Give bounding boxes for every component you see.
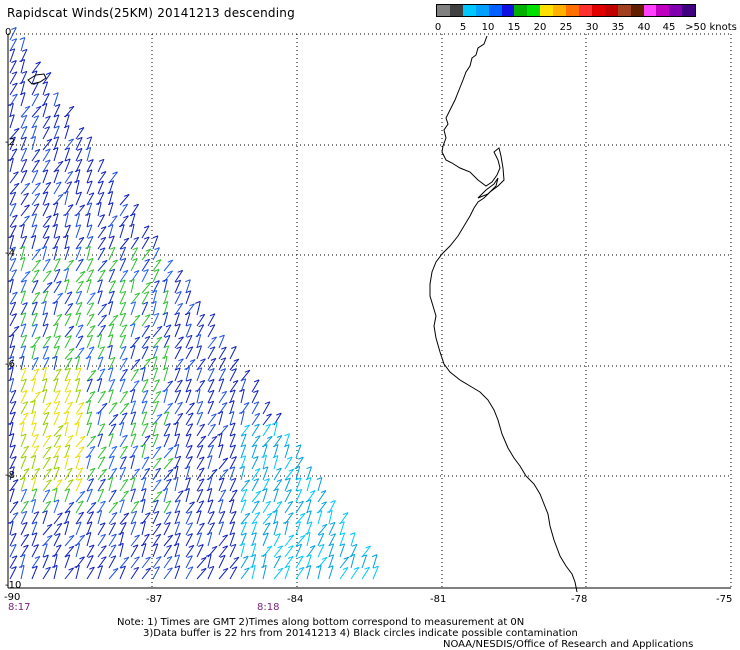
- wind-barb: [186, 511, 192, 524]
- wind-barb: [230, 369, 237, 381]
- wind-barb: [76, 478, 82, 491]
- lon-label: -81: [430, 594, 446, 605]
- wind-barb: [153, 248, 160, 260]
- wind-barb: [153, 380, 160, 392]
- wind-barb: [32, 280, 38, 293]
- wind-barb: [197, 445, 203, 458]
- wind-barb: [142, 270, 148, 283]
- wind-barb: [186, 445, 192, 458]
- wind-barb: [252, 391, 258, 404]
- coastline: [430, 36, 577, 592]
- wind-barb: [54, 269, 60, 282]
- wind-barb: [109, 247, 115, 260]
- wind-barb: [208, 369, 214, 382]
- wind-barb: [65, 314, 71, 327]
- wind-barb: [186, 335, 192, 348]
- wind-barb: [65, 336, 72, 348]
- wind-barb: [87, 479, 94, 491]
- wind-barb: [32, 83, 38, 96]
- wind-barb: [109, 281, 116, 293]
- wind-barb: [175, 347, 182, 359]
- wind-barb: [32, 358, 38, 371]
- wind-barb: [10, 533, 16, 546]
- wind-barb: [186, 534, 193, 546]
- wind-barb: [76, 137, 82, 150]
- wind-barb: [318, 544, 324, 557]
- wind-barb: [219, 445, 223, 458]
- wind-barb: [21, 38, 25, 52]
- wind-barb: [10, 61, 16, 74]
- wind-barb: [153, 567, 160, 579]
- wind-barb: [87, 556, 93, 569]
- wind-barb: [98, 159, 104, 172]
- lon-label: -87: [146, 594, 162, 605]
- wind-barb: [142, 379, 148, 392]
- lat-label: -4: [5, 248, 15, 259]
- lat-label: -6: [5, 359, 15, 370]
- wind-barb: [43, 226, 49, 239]
- wind-barb: [208, 379, 214, 392]
- wind-barb: [142, 347, 148, 360]
- note-line-1: Note: 1) Times are GMT 2)Times along bot…: [117, 617, 524, 628]
- lat-label: -8: [5, 470, 15, 481]
- wind-barb: [43, 203, 49, 216]
- wind-barb: [142, 423, 148, 436]
- wind-barb: [76, 148, 82, 161]
- wind-barb: [54, 336, 61, 348]
- note-line-2: 3)Data buffer is 22 hrs from 20141213 4)…: [143, 628, 578, 639]
- island: [28, 74, 46, 84]
- wind-barb: [373, 555, 377, 568]
- wind-barb: [32, 545, 39, 557]
- wind-barb: [32, 170, 38, 183]
- lat-label: -10: [5, 580, 21, 591]
- wind-barb: [186, 556, 192, 568]
- wind-barb: [329, 522, 335, 535]
- time-mark: 8:17: [8, 602, 30, 613]
- wind-barb: [21, 390, 27, 403]
- wind-barb: [219, 555, 225, 568]
- wind-barbs: [8, 28, 378, 580]
- wind-barb: [197, 301, 200, 315]
- lat-label: 0: [5, 27, 11, 38]
- wind-barb: [21, 170, 27, 183]
- time-mark: 8:18: [257, 602, 279, 613]
- wind-barb: [32, 435, 38, 448]
- wind-barb: [87, 258, 93, 271]
- wind-barb: [351, 533, 355, 546]
- wind-barb: [10, 567, 16, 579]
- wind-barb: [21, 522, 27, 535]
- lon-label: -84: [287, 594, 303, 605]
- wind-barb: [10, 203, 16, 216]
- wind-barb: [98, 215, 105, 227]
- wind-barb: [230, 347, 236, 360]
- wind-barb: [131, 259, 137, 272]
- wind-barb: [274, 534, 280, 546]
- credit-line: NOAA/NESDIS/Office of Research and Appli…: [443, 639, 693, 650]
- lat-lon-grid: [8, 34, 731, 588]
- wind-barb: [153, 269, 159, 282]
- wind-barb: [318, 478, 322, 492]
- wind-barb: [120, 346, 126, 359]
- lat-label: -2: [5, 137, 15, 148]
- wind-barb: [54, 534, 60, 547]
- wind-barb: [10, 544, 16, 557]
- wind-barb: [285, 490, 291, 502]
- wind-barb: [208, 512, 214, 525]
- wind-barb: [175, 292, 181, 305]
- wind-barb: [252, 457, 258, 470]
- wind-barb: [10, 314, 17, 326]
- wind-barb: [164, 523, 170, 536]
- wind-barb: [197, 545, 203, 558]
- lon-label: -75: [716, 594, 732, 605]
- lon-label: -78: [571, 594, 587, 605]
